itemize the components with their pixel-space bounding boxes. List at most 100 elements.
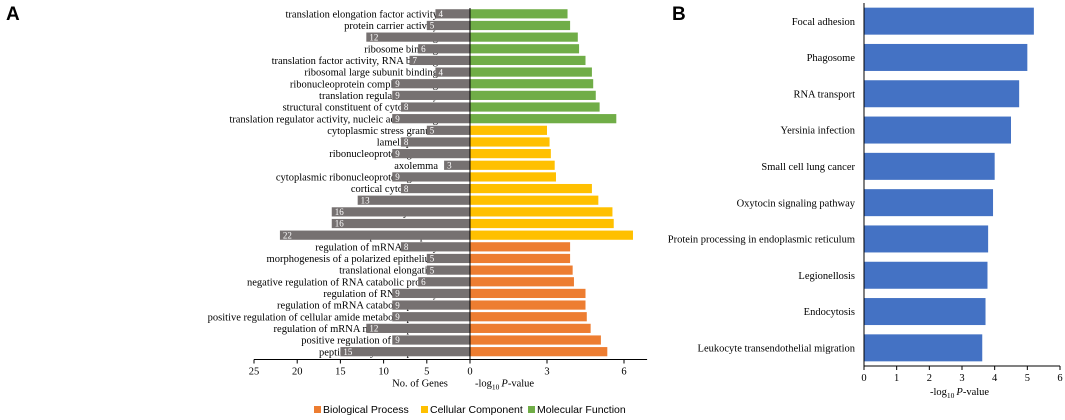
gene-count-bar xyxy=(392,288,470,299)
gene-count-label: 9 xyxy=(395,312,400,322)
term-label: negative regulation of RNA catabolic pro… xyxy=(247,277,438,288)
gene-count-label: 7 xyxy=(413,56,418,66)
term-label: translation regulator activity xyxy=(319,91,439,102)
left-tick-label: 5 xyxy=(424,367,429,378)
left-tick-label: 0 xyxy=(467,367,472,378)
term-label: translation regulator activity, nucleic … xyxy=(229,114,438,125)
term-label: ribonucleoprotein granule xyxy=(329,149,438,160)
pvalue-bar xyxy=(470,253,571,264)
pvalue-bar xyxy=(470,9,568,19)
term-label: regulation of RNA stability xyxy=(323,289,438,300)
tick-label: 5 xyxy=(1025,373,1030,384)
pvalue-bar xyxy=(470,277,574,287)
gene-count-label: 8 xyxy=(404,184,409,194)
term-label: cortical cytoskeleton xyxy=(351,184,439,195)
term-label: ribosomal large subunit binding xyxy=(304,68,438,79)
legend: Biological Process Cellular Component Mole… xyxy=(314,404,626,416)
gene-count-label: 4 xyxy=(438,9,443,19)
pvalue-bar xyxy=(470,32,578,42)
x-axis-title-suffix: -value xyxy=(963,387,990,398)
gene-count-bar xyxy=(392,312,470,322)
gene-count-label: 9 xyxy=(395,335,400,345)
pathway-label: Yersinia infection xyxy=(781,126,856,137)
term-label: axolemma xyxy=(394,161,438,172)
term-label: translation factor activity, RNA binding xyxy=(272,56,439,67)
pvalue-bar xyxy=(470,55,586,66)
pathway-label: Protein processing in endoplasmic reticu… xyxy=(668,235,855,246)
pvalue-bar xyxy=(470,102,600,112)
pathway-bar xyxy=(864,261,988,289)
term-label: regulation of mRNA metabolic process xyxy=(274,324,438,335)
gene-count-bar xyxy=(392,114,470,124)
gene-count-bar xyxy=(400,102,470,112)
right-axis-title-subscript: 10 xyxy=(492,383,500,392)
pvalue-bar xyxy=(470,195,599,205)
pathway-label: RNA transport xyxy=(793,89,855,100)
pvalue-bar xyxy=(470,114,617,124)
gene-count-label: 15 xyxy=(343,347,353,357)
pvalue-bar xyxy=(470,172,556,182)
right-tick-label: 3 xyxy=(544,367,549,378)
gene-count-label: 16 xyxy=(335,219,345,229)
x-axis-title-prefix: -log xyxy=(930,387,948,398)
legend-entry: Cellular Component xyxy=(430,404,523,416)
x-axis-title: -log10 P-value xyxy=(930,387,989,400)
gene-count-label: 5 xyxy=(430,254,435,264)
pvalue-bar xyxy=(470,125,547,135)
pathway-bar xyxy=(864,7,1034,35)
left-tick-label: 15 xyxy=(335,367,346,378)
gene-count-label: 12 xyxy=(369,32,378,42)
right-tick-label: 6 xyxy=(621,367,626,378)
pvalue-bar xyxy=(470,207,613,217)
term-label: positive regulation of cellular amide me… xyxy=(208,312,438,323)
gene-count-label: 8 xyxy=(404,102,409,112)
pathway-label: Oxytocin signaling pathway xyxy=(737,198,856,209)
gene-count-bar xyxy=(392,149,470,159)
legend-entry: Biological Process xyxy=(323,404,409,416)
gene-count-label: 5 xyxy=(430,126,435,136)
gene-count-label: 6 xyxy=(421,277,426,287)
pvalue-bar xyxy=(470,79,594,89)
pathway-bar xyxy=(864,43,1028,71)
pathway-label: Legionellosis xyxy=(798,271,855,282)
term-label: regulation of mRNA stability xyxy=(315,242,439,253)
gene-count-bar xyxy=(435,9,470,19)
gene-count-bar xyxy=(418,44,470,54)
term-label: cytoplasmic stress granule xyxy=(327,126,438,137)
gene-count-bar xyxy=(400,183,470,194)
gene-count-label: 13 xyxy=(361,195,371,205)
pvalue-bar xyxy=(470,323,591,333)
panel-b-chart: Focal adhesion Phagosome RNA transport Yers… xyxy=(668,3,1063,400)
left-axis-title: No. of Genes xyxy=(392,379,448,390)
gene-count-label: 5 xyxy=(430,21,435,31)
term-label: ribonucleoprotein complex binding xyxy=(290,79,439,90)
gene-count-label: 3 xyxy=(447,160,452,170)
pathway-bar xyxy=(864,298,986,326)
gene-count-bar xyxy=(392,79,470,89)
legend-entry: Molecular Function xyxy=(537,404,626,416)
right-axis-title: -log10 P-value xyxy=(475,379,534,392)
pvalue-bar xyxy=(470,183,592,194)
legend-swatch xyxy=(421,406,428,413)
term-label: regulation of mRNA catabolic process xyxy=(277,301,438,312)
gene-count-bar xyxy=(340,347,470,357)
tick-label: 1 xyxy=(894,373,899,384)
left-tick-label: 20 xyxy=(292,367,303,378)
term-label: positive regulation of translation xyxy=(301,336,439,347)
pathway-label: Phagosome xyxy=(807,53,856,64)
panel-b-letter: B xyxy=(672,4,686,25)
left-tick-label: 10 xyxy=(378,367,389,378)
gene-count-bar xyxy=(444,160,470,170)
right-axis-title-prefix: -log xyxy=(475,379,493,390)
gene-count-bar xyxy=(435,67,470,77)
gene-count-bar xyxy=(279,230,470,240)
pathway-bar xyxy=(864,152,995,180)
pvalue-bar xyxy=(470,90,596,100)
gene-count-bar xyxy=(392,90,470,100)
pvalue-bar xyxy=(470,44,580,54)
pathway-bar xyxy=(864,116,1011,144)
pathway-bar xyxy=(864,225,989,253)
term-label: translation elongation factor activity xyxy=(286,9,439,20)
pathway-label: Focal adhesion xyxy=(792,17,856,28)
